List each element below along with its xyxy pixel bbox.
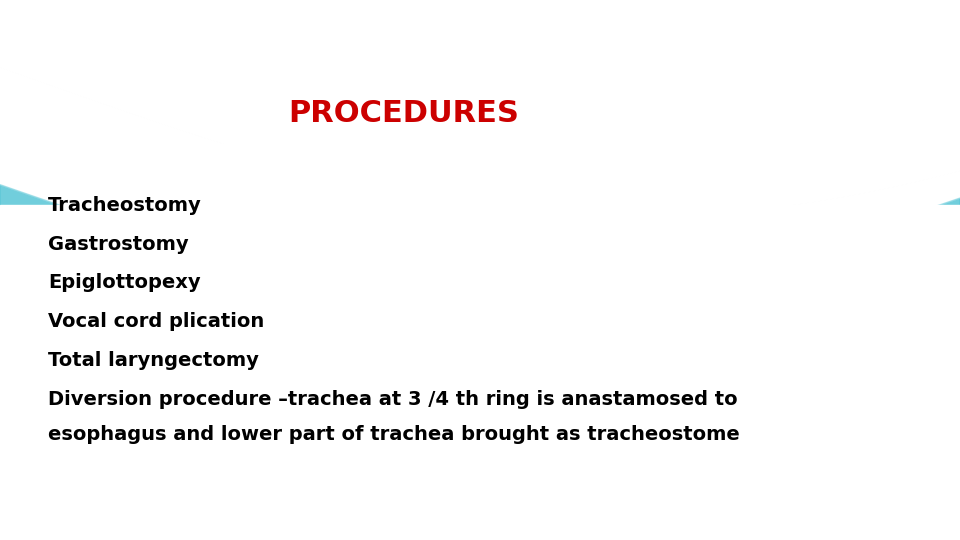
Text: esophagus and lower part of trachea brought as tracheostome: esophagus and lower part of trachea brou… xyxy=(48,425,740,444)
Polygon shape xyxy=(0,206,960,305)
Polygon shape xyxy=(0,0,960,216)
Text: Diversion procedure –trachea at 3 /4 th ring is anastamosed to: Diversion procedure –trachea at 3 /4 th … xyxy=(48,390,737,409)
Text: Epiglottopexy: Epiglottopexy xyxy=(48,273,201,293)
Polygon shape xyxy=(0,185,960,302)
Polygon shape xyxy=(0,0,960,186)
Polygon shape xyxy=(0,205,960,540)
Polygon shape xyxy=(0,68,960,292)
Text: Gastrostomy: Gastrostomy xyxy=(48,234,188,254)
Text: Tracheostomy: Tracheostomy xyxy=(48,195,202,215)
Polygon shape xyxy=(0,0,960,244)
Text: Total laryngectomy: Total laryngectomy xyxy=(48,351,259,370)
Text: Vocal cord plication: Vocal cord plication xyxy=(48,312,264,332)
Text: PROCEDURES: PROCEDURES xyxy=(288,99,518,128)
